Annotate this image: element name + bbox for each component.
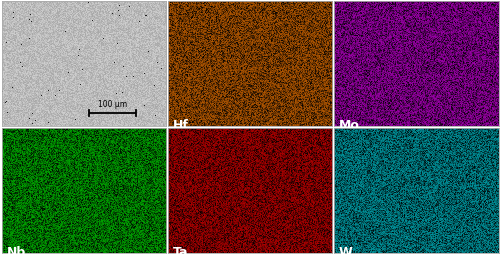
Text: Nb: Nb	[6, 246, 26, 254]
Text: Ta: Ta	[173, 246, 188, 254]
Text: Mo: Mo	[339, 119, 360, 132]
Text: 100 μm: 100 μm	[98, 100, 127, 109]
Text: W: W	[339, 246, 353, 254]
Text: Hf: Hf	[173, 119, 188, 132]
